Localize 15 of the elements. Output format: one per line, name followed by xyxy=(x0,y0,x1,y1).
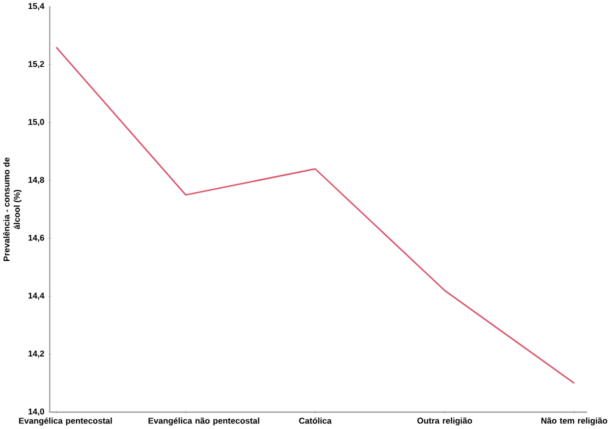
y-tick-label: 14,4 xyxy=(28,292,44,300)
y-tick-label: 15,4 xyxy=(28,3,44,10)
line-series xyxy=(55,46,575,384)
x-tick-label: Não tem religião xyxy=(541,418,608,426)
y-tick-label: 14,2 xyxy=(28,350,44,358)
y-axis-title: Prevalência - consumo de álcool (%) xyxy=(3,158,22,262)
x-tick-label: Outra religião xyxy=(417,418,472,426)
y-tick-label: 15,0 xyxy=(28,119,44,126)
x-tick-label: Evangélica pentecostal xyxy=(19,418,112,426)
x-tick-label: Evangélica não pentecostal xyxy=(148,418,260,426)
x-tick-label: Católica xyxy=(299,418,332,424)
y-tick-label: 14,6 xyxy=(28,234,44,242)
y-tick-label: 14,8 xyxy=(28,177,44,184)
y-tick-label: 14,0 xyxy=(28,408,44,416)
y-tick-label: 15,2 xyxy=(28,61,44,68)
